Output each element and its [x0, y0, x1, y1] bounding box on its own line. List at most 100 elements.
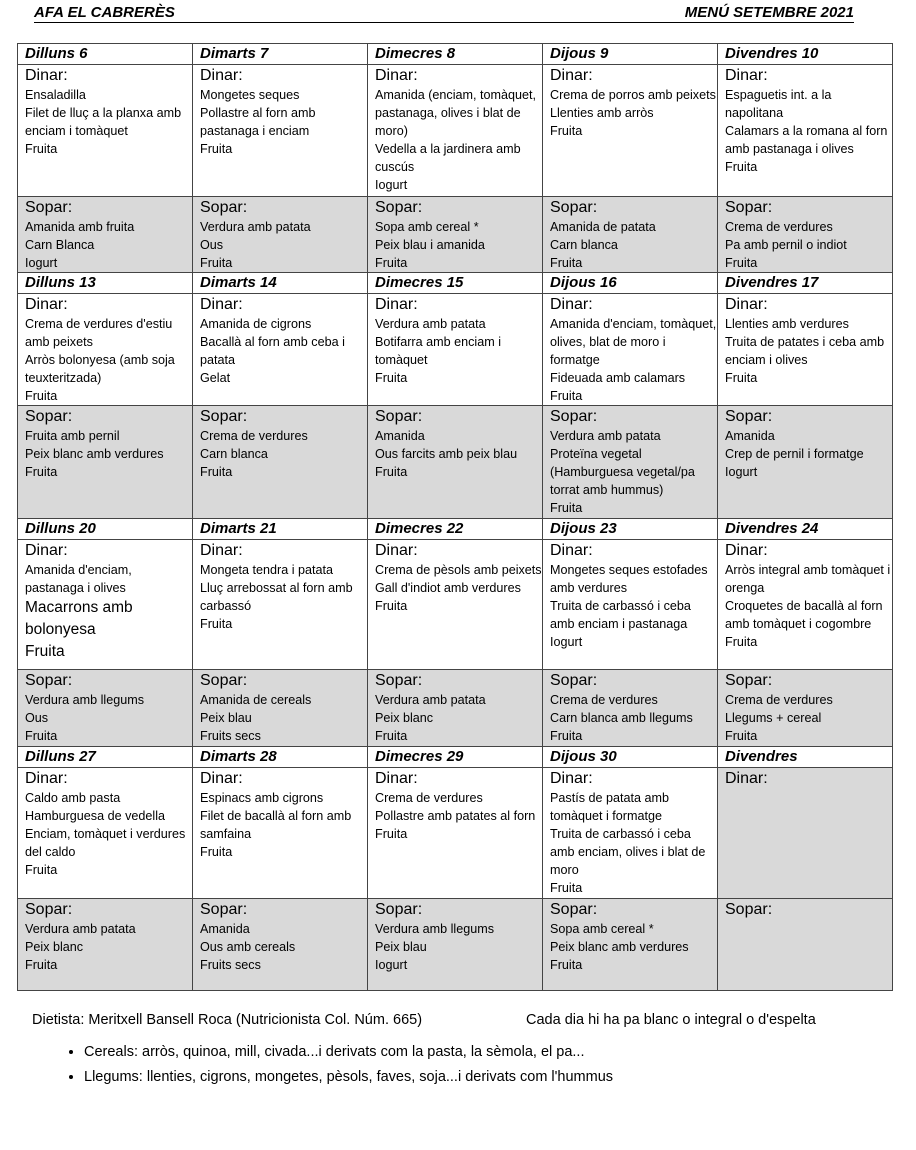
menu-item: Fruita: [375, 827, 408, 841]
dinar-cell: Dinar: Amanida d'enciam, tomàquet, olives…: [542, 293, 718, 406]
organization-name: AFA EL CABRERÈS: [34, 4, 175, 21]
menu-item: Llenties amb arròs: [550, 106, 654, 120]
menu-item: Peix blau: [200, 711, 252, 725]
sopar-label: Sopar:: [375, 408, 423, 425]
dinar-cell: Dinar: Pastís de patata amb tomàquet i fo…: [542, 767, 718, 899]
day-header: Dijous 9: [542, 43, 718, 65]
sopar-cell: Sopar:: [717, 898, 893, 991]
menu-item: Fruita: [550, 958, 583, 972]
menu-item: Peix blanc: [25, 940, 84, 954]
menu-item: Verdura amb patata: [200, 220, 311, 234]
menu-item: Verdura amb patata: [375, 693, 486, 707]
menu-item: Pollastre amb patates al forn: [375, 809, 536, 823]
sopar-label: Sopar:: [725, 672, 773, 689]
menu-item: Fruits secs: [200, 729, 261, 743]
dinar-label: Dinar:: [550, 542, 593, 559]
sopar-cell: Sopar: Amanida amb fruita Carn Blanca Iogur…: [17, 196, 193, 273]
day-header: Dijous 30: [542, 746, 718, 768]
sopar-cell: Sopar: Amanida Ous amb cereals Fruits secs: [192, 898, 368, 991]
menu-item: Croquetes de bacallà al forn amb tomàque…: [725, 599, 883, 631]
day-header: Dimecres 22: [367, 518, 543, 540]
day-header: Dimecres 8: [367, 43, 543, 65]
dinar-label: Dinar:: [550, 770, 593, 787]
menu-item: Fruita: [725, 635, 758, 649]
menu-item: Fruita: [550, 124, 583, 138]
dinar-label: Dinar:: [725, 542, 768, 559]
sopar-label: Sopar:: [550, 901, 598, 918]
dinar-label: Dinar:: [725, 770, 768, 787]
dinar-label: Dinar:: [200, 542, 243, 559]
menu-item: Fruita: [25, 142, 58, 156]
menu-item: Espinacs amb cigrons: [200, 791, 324, 805]
menu-item: Peix blanc amb verdures: [550, 940, 689, 954]
menu-item: Proteïna vegetal (Hamburguesa vegetal/pa…: [550, 447, 695, 497]
day-header: Divendres: [717, 746, 893, 768]
menu-item: Fruita: [25, 643, 65, 660]
menu-item: Iogurt: [550, 635, 583, 649]
menu-item: Fruita: [25, 465, 58, 479]
menu-item: Fruita: [375, 465, 408, 479]
menu-item: Arròs bolonyesa (amb soja teuxteritzada): [25, 353, 175, 385]
note-cereals: Cereals: arròs, quinoa, mill, civada...i…: [84, 1040, 613, 1065]
menu-item: Calamars a la romana al forn amb pastana…: [725, 124, 888, 156]
menu-item: Fruita: [25, 389, 58, 403]
menu-item: Pastís de patata amb tomàquet i formatge: [550, 791, 670, 823]
dinar-cell: Dinar: Amanida d'enciam, pastanaga i oliv…: [17, 539, 193, 670]
dinar-cell: Dinar:: [717, 767, 893, 899]
day-header: Divendres 10: [717, 43, 893, 65]
menu-item: Fruita: [725, 371, 758, 385]
menu-item: Lluç arrebossat al forn amb carbassó: [200, 581, 353, 613]
dinar-cell: Dinar: Caldo amb pasta Hamburguesa de vede…: [17, 767, 193, 899]
day-header: Dimecres 15: [367, 272, 543, 294]
menu-item: Carn blanca: [200, 447, 268, 461]
menu-item: Verdura amb patata: [25, 922, 136, 936]
menu-item: Ous amb cereals: [200, 940, 296, 954]
menu-item: Fruita: [25, 863, 58, 877]
sopar-label: Sopar:: [200, 408, 248, 425]
menu-item: Crema de pèsols amb peixets: [375, 563, 542, 577]
menu-item: Fruita amb pernil: [25, 429, 120, 443]
menu-item: Fruita: [550, 389, 583, 403]
sopar-label: Sopar:: [25, 901, 73, 918]
menu-item: Verdura amb llegums: [25, 693, 145, 707]
document-header: AFA EL CABRERÈS MENÚ SETEMBRE 2021: [34, 4, 854, 23]
sopar-cell: Sopar: Amanida Ous farcits amb peix blau Fr…: [367, 405, 543, 519]
menu-item: Amanida: [375, 429, 425, 443]
menu-item: Crema de verdures: [200, 429, 308, 443]
menu-item: Amanida: [200, 922, 250, 936]
menu-item: Gelat: [200, 371, 231, 385]
dinar-label: Dinar:: [25, 296, 68, 313]
sopar-label: Sopar:: [550, 199, 598, 216]
day-header: Dilluns 13: [17, 272, 193, 294]
sopar-label: Sopar:: [725, 199, 773, 216]
dinar-cell: Dinar: Amanida de cigrons Bacallà al forn …: [192, 293, 368, 406]
menu-item: Fideuada amb calamars: [550, 371, 686, 385]
dinar-label: Dinar:: [725, 67, 768, 84]
dinar-label: Dinar:: [375, 770, 418, 787]
dinar-cell: Dinar: Espaguetis int. a la napolitana Cal…: [717, 64, 893, 197]
menu-item: Mongeta tendra i patata: [200, 563, 334, 577]
dinar-cell: Dinar: Mongetes seques Pollastre al forn a…: [192, 64, 368, 197]
day-header: Dilluns 20: [17, 518, 193, 540]
menu-item: Espaguetis int. a la napolitana: [725, 88, 832, 120]
day-header: Dijous 23: [542, 518, 718, 540]
menu-item: Fruita: [200, 142, 233, 156]
menu-item: Peix blau i amanida: [375, 238, 485, 252]
sopar-cell: Sopar: Crema de verdures Pa amb pernil o i…: [717, 196, 893, 273]
menu-item: Amanida de patata: [550, 220, 656, 234]
menu-item: Fruita: [725, 729, 758, 743]
menu-item: Fruita: [375, 371, 408, 385]
menu-item: Bacallà al forn amb ceba i patata: [200, 335, 345, 367]
menu-item: Fruita: [375, 729, 408, 743]
menu-item: Mongetes seques: [200, 88, 300, 102]
dietitian-note: Dietista: Meritxell Bansell Roca (Nutric…: [32, 1012, 423, 1028]
dinar-cell: Dinar: Amanida (enciam, tomàquet, pastana…: [367, 64, 543, 197]
sopar-label: Sopar:: [25, 408, 73, 425]
day-header: Divendres 24: [717, 518, 893, 540]
menu-item: Fruita: [550, 729, 583, 743]
day-header: Dimarts 14: [192, 272, 368, 294]
menu-item: Verdura amb patata: [550, 429, 661, 443]
day-header: Divendres 17: [717, 272, 893, 294]
menu-item: Crema de porros amb peixets: [550, 88, 716, 102]
sopar-label: Sopar:: [725, 408, 773, 425]
